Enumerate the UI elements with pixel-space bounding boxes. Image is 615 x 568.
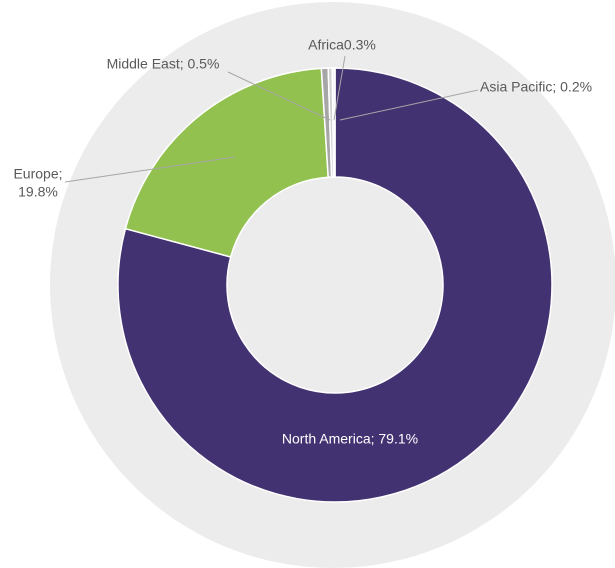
- donut-slice: [331, 67, 336, 178]
- data-label: Middle East; 0.5%: [107, 56, 220, 72]
- donut-slice: [124, 67, 330, 258]
- donut-slice: [117, 67, 553, 503]
- data-label: Europe;: [13, 166, 62, 182]
- data-label: Asia Pacific; 0.2%: [480, 79, 592, 95]
- leader-line: [339, 89, 479, 121]
- data-label: 19.8%: [18, 184, 58, 200]
- data-label: Africa0.3%: [308, 37, 376, 53]
- leader-line: [64, 156, 236, 183]
- leader-line: [227, 71, 331, 121]
- leader-line: [333, 55, 346, 121]
- data-label: North America; 79.1%: [282, 431, 418, 447]
